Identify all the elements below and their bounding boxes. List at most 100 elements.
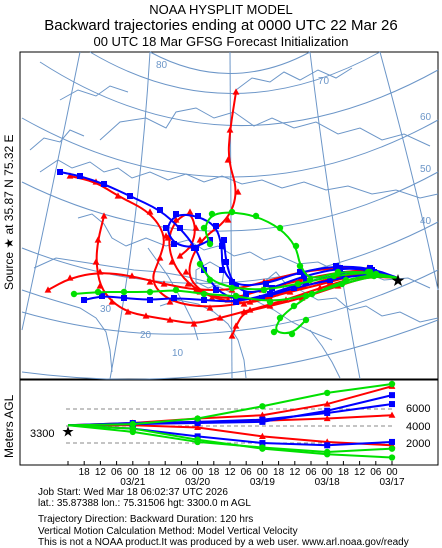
- map-trajectory-point: [121, 295, 127, 301]
- map-trajectory-point: [224, 156, 232, 163]
- hour-tick-label: 06: [305, 467, 317, 478]
- date-tick-label: 03/21: [120, 477, 145, 488]
- time-axis: 18 12 06 00 18 12 06 00 18 12 06 00 18 12 06 00 18 12 06 00…: [66, 461, 405, 488]
- height-point: [388, 411, 396, 418]
- map-trajectory-point: [156, 254, 164, 261]
- map-trajectory-point: [219, 243, 225, 249]
- map-trajectory-point: [296, 262, 304, 270]
- map-trajectory-point: [196, 260, 204, 268]
- map-trajectory-point: [200, 290, 208, 298]
- map-trajectory-point: [142, 312, 150, 319]
- map-trajectory-point: [164, 234, 172, 241]
- map-trajectory-point: [77, 173, 83, 179]
- right-tick-2000: 2000: [406, 438, 430, 450]
- map-trajectory-point: [108, 298, 116, 305]
- map-trajectory-point: [124, 308, 132, 315]
- chart-title: Backward trajectories ending at 0000 UTC…: [44, 17, 398, 34]
- map-trajectory-point: [224, 216, 232, 223]
- height-point: [129, 420, 136, 428]
- right-tick-6000: 6000: [406, 403, 430, 415]
- map-trajectory-point: [96, 282, 104, 289]
- map-trajectory-point: [333, 263, 339, 269]
- map-trajectory-point: [196, 236, 204, 243]
- map-trajectory-point: [207, 237, 213, 243]
- map-trajectory-point: [173, 211, 179, 217]
- map-trajectory-point: [232, 88, 240, 95]
- map-trajectory-point: [146, 288, 154, 296]
- map-trajectory-point: [270, 328, 278, 336]
- map-trajectory-point: [221, 237, 227, 243]
- map-trajectory-point: [94, 236, 102, 243]
- map-trajectory-point: [44, 286, 52, 293]
- map-trajectory-point: [168, 258, 176, 265]
- date-tick-label: 03/19: [250, 477, 275, 488]
- map-trajectory-point: [182, 268, 190, 275]
- lat-label-60: 60: [420, 112, 432, 123]
- map-trajectory-point: [339, 271, 345, 277]
- map-trajectory-point: [206, 276, 214, 284]
- lat-label-10: 10: [172, 348, 184, 359]
- hour-tick-label: 06: [370, 467, 382, 478]
- hour-tick-label: 06: [111, 467, 123, 478]
- height-point: [324, 409, 331, 416]
- map-trajectory-point: [195, 213, 201, 219]
- map-trajectory-point: [171, 295, 177, 301]
- hour-tick-label: 06: [241, 467, 253, 478]
- height-point: [389, 392, 395, 399]
- map-trajectory-point: [337, 265, 343, 271]
- height-trajectories: [67, 380, 396, 461]
- date-tick-label: 03/20: [185, 477, 210, 488]
- map-trajectory-point: [364, 268, 372, 276]
- map-trajectory-point: [266, 294, 274, 301]
- map-trajectory-point: [186, 208, 194, 215]
- map-trajectory-point: [100, 212, 108, 219]
- map-trajectory-point: [166, 298, 174, 305]
- map-trajectory-point: [213, 223, 219, 229]
- y-axis-label: Meters AGL: [2, 394, 16, 458]
- map-trajectory-point: [233, 297, 239, 303]
- map-trajectory-point: [240, 308, 248, 315]
- lat-label-20: 20: [140, 330, 152, 341]
- map-trajectory-point: [302, 292, 310, 300]
- map-trajectory-point: [57, 169, 63, 175]
- map-trajectory-point: [259, 295, 265, 301]
- map-trajectory-point: [127, 193, 133, 199]
- map-trajectory-point: [297, 269, 303, 275]
- map-trajectory-2: [95, 215, 399, 324]
- map-trajectory-point: [128, 272, 136, 279]
- footer: Job Start: Wed Mar 18 06:02:37 UTC 2026 …: [38, 487, 438, 548]
- source-star-icon: [391, 274, 405, 286]
- map-trajectory-point: [291, 285, 297, 291]
- disclaimer: This is not a NOAA product.It was produc…: [38, 536, 409, 548]
- map-trajectory-point: [184, 280, 192, 287]
- map-trajectory-point: [70, 290, 78, 298]
- height-point: [194, 415, 201, 422]
- map-trajectory-point: [240, 300, 248, 307]
- source-coordinates: lat.: 35.87388 lon.: 75.31506 hgt: 3300.…: [38, 498, 251, 510]
- map-trajectory-point: [302, 316, 310, 324]
- hour-tick-label: 12: [160, 467, 172, 478]
- height-point: [324, 451, 331, 458]
- map-trajectory-point: [208, 294, 216, 301]
- height-point: [259, 411, 266, 418]
- hour-tick-label: 00: [127, 467, 139, 478]
- map-trajectory-point: [96, 268, 104, 275]
- height-point: [259, 432, 266, 439]
- hour-tick-label: 12: [224, 467, 236, 478]
- map-trajectory-point: [208, 210, 216, 218]
- height-point: [194, 418, 201, 425]
- hour-tick-label: 00: [322, 467, 334, 478]
- map-trajectory-point: [228, 284, 236, 292]
- height-point: [259, 403, 266, 410]
- height-point: [259, 440, 266, 447]
- lat-label-50: 50: [420, 164, 432, 175]
- map-trajectory-point: [192, 224, 200, 231]
- map-trajectory-point: [177, 225, 183, 231]
- hour-tick-label: 12: [354, 467, 366, 478]
- graticule: [21, 51, 439, 380]
- hour-tick-label: 06: [176, 467, 188, 478]
- height-point: [389, 438, 395, 445]
- map-trajectory-point: [276, 224, 284, 232]
- map-trajectory-point: [266, 302, 274, 309]
